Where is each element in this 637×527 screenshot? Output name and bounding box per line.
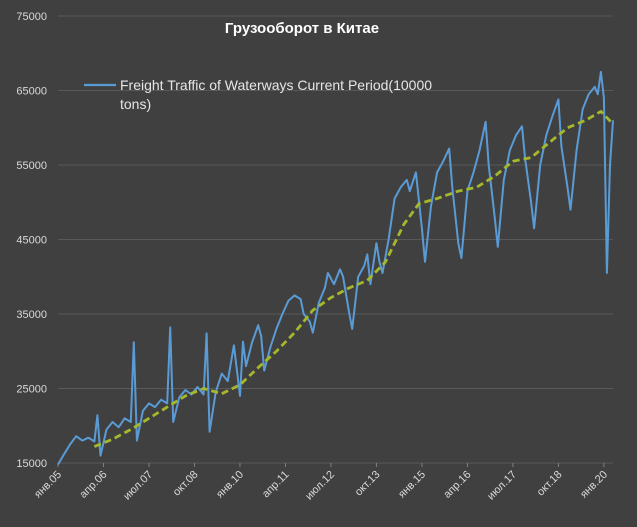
gridlines [58, 15, 613, 464]
y-tick-label: 35000 [16, 309, 47, 321]
series-line-trend [93, 110, 615, 448]
y-tick-label: 55000 [16, 160, 47, 172]
y-axis-ticks: 15000 25000 35000 45000 55000 65000 75000 [16, 11, 47, 470]
y-tick-label: 65000 [16, 86, 47, 98]
series-lines [57, 70, 615, 466]
legend-label-line2: tons) [120, 96, 151, 112]
y-tick-label: 25000 [16, 384, 47, 396]
legend: Freight Traffic of Waterways Current Per… [84, 77, 432, 112]
series-line-freight-traffic [57, 70, 614, 466]
y-tick-label: 75000 [16, 11, 47, 23]
chart-title: Грузооборот в Китае [225, 20, 379, 37]
legend-label-line1: Freight Traffic of Waterways Current Per… [120, 77, 432, 93]
y-tick-label: 15000 [16, 458, 47, 470]
y-tick-label: 45000 [16, 235, 47, 247]
